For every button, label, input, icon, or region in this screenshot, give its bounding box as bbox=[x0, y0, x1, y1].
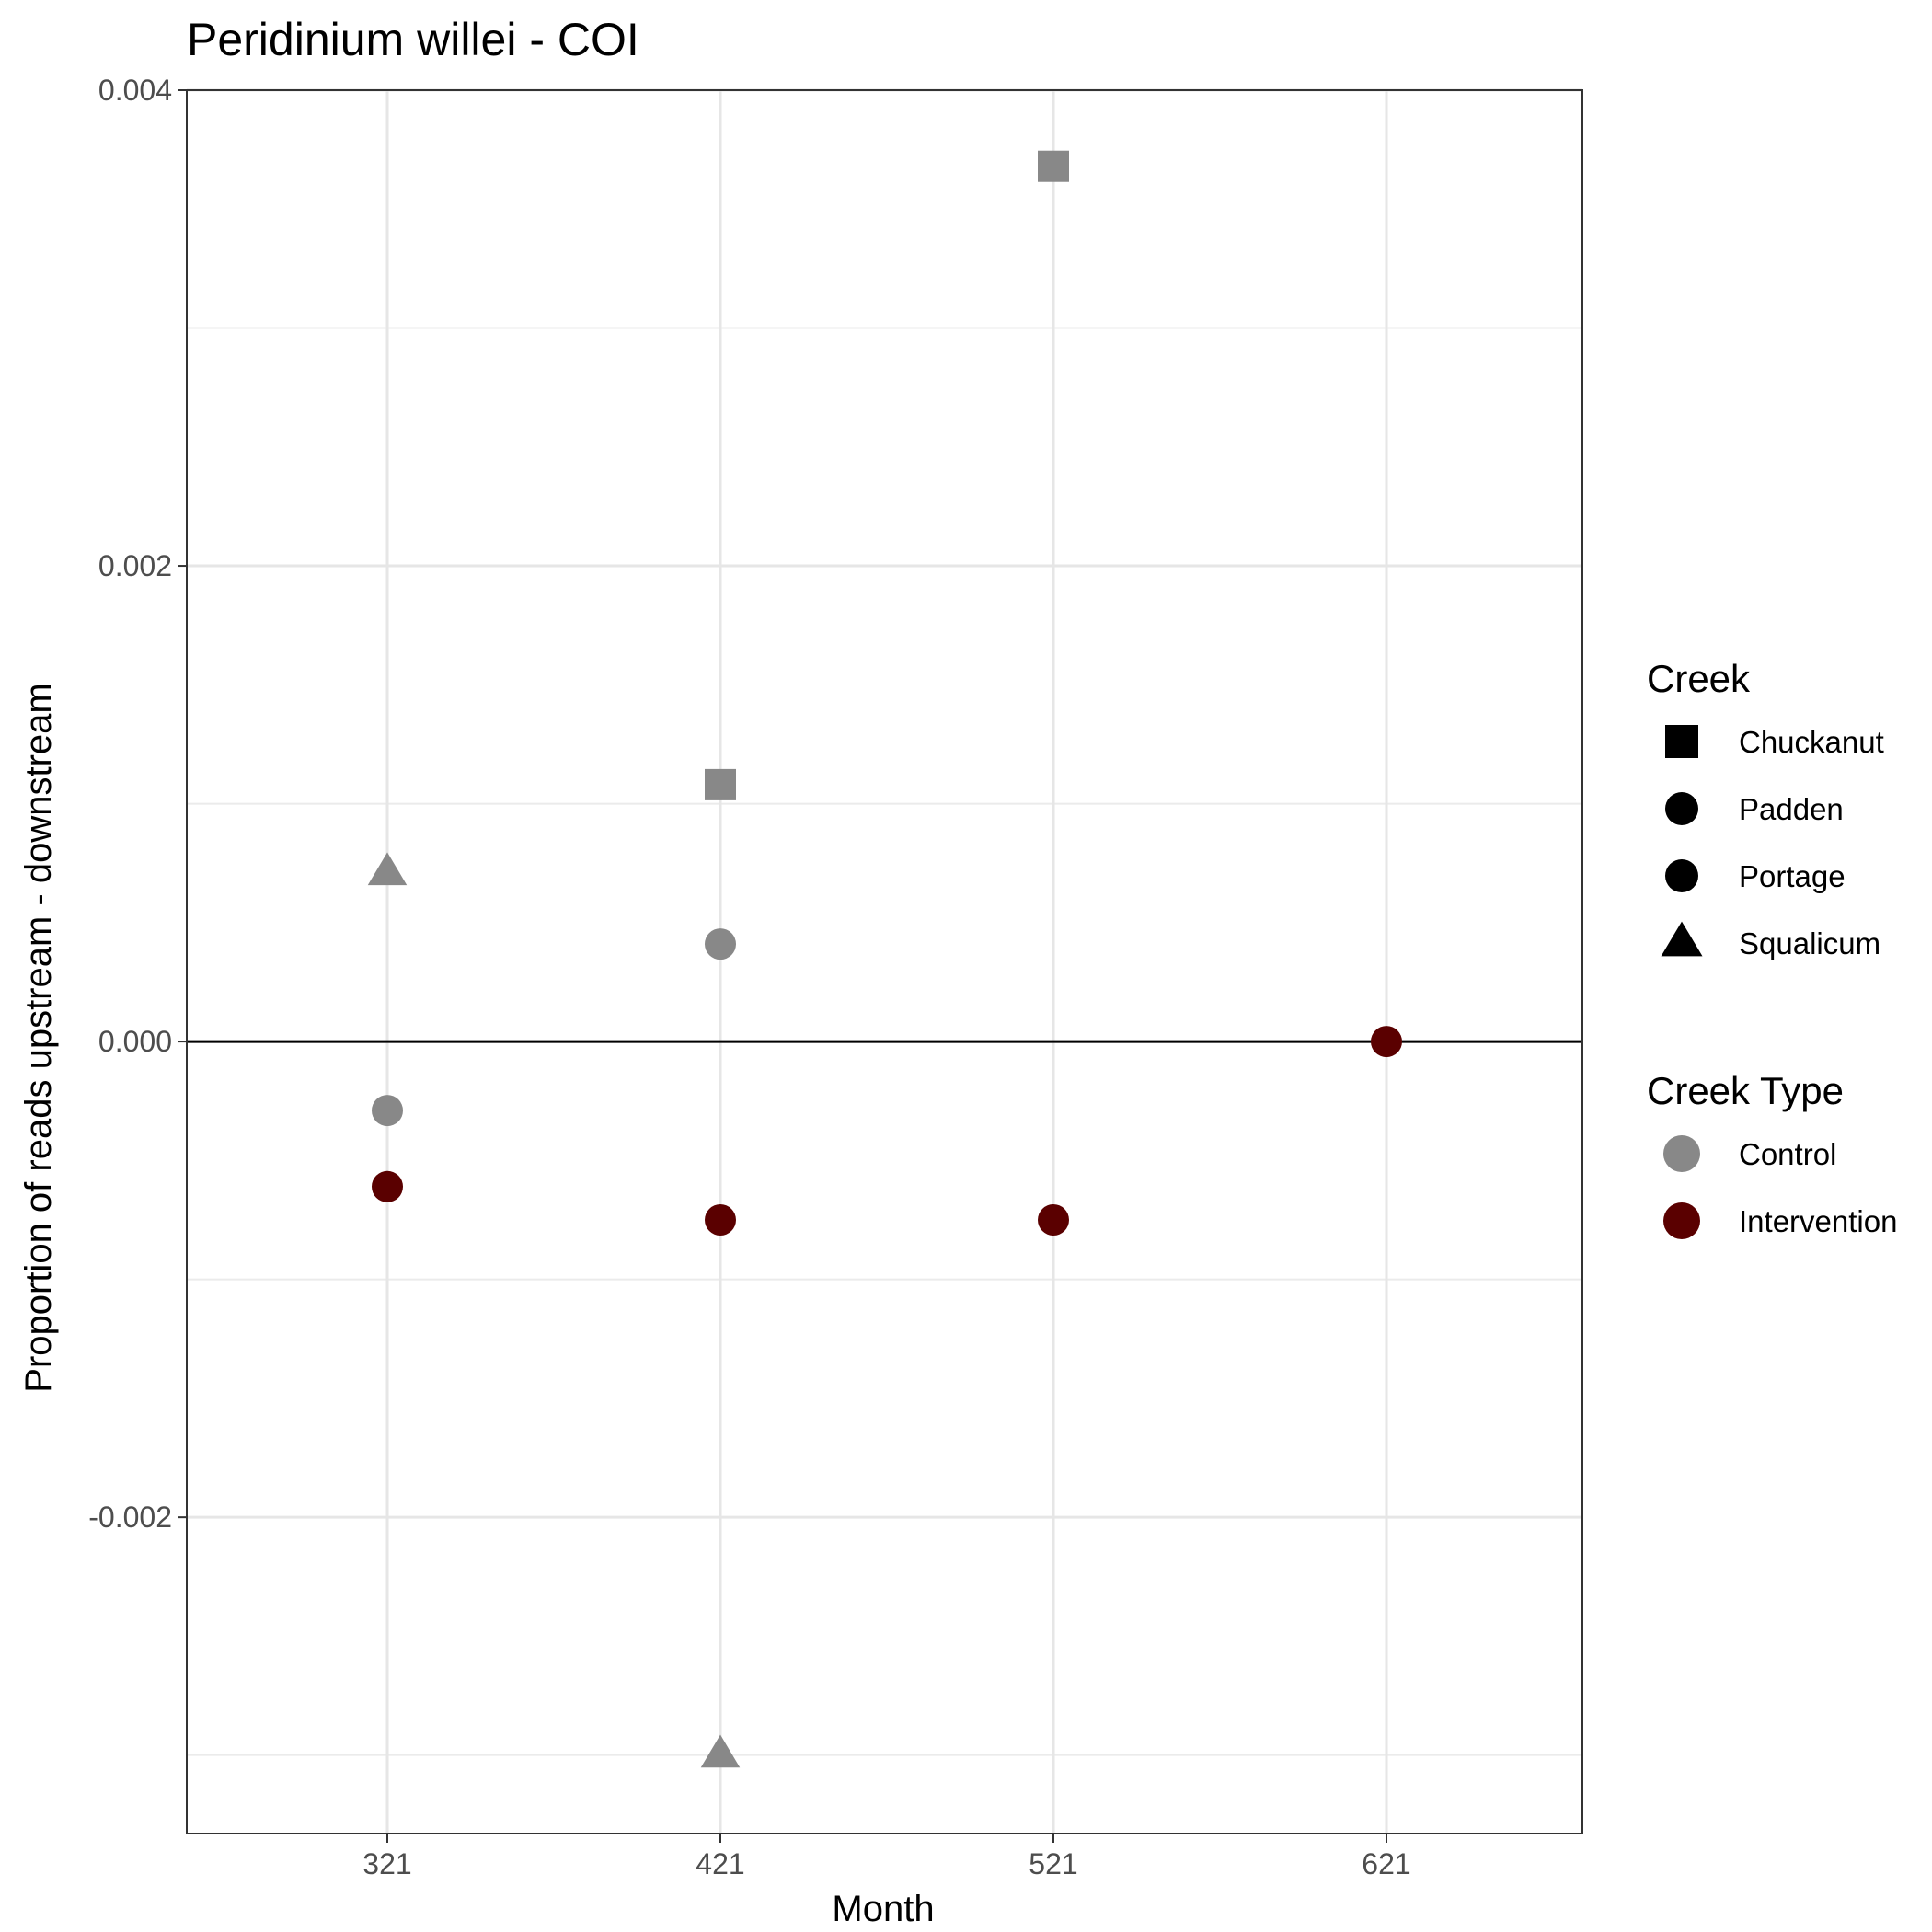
grid-minor bbox=[187, 327, 1582, 1756]
data-point bbox=[705, 768, 736, 800]
x-axis: 321 421 521 621 bbox=[362, 1834, 1411, 1880]
data-point bbox=[705, 1204, 736, 1236]
legend-key bbox=[1665, 859, 1698, 892]
data-points bbox=[367, 150, 1402, 1768]
panel-border bbox=[186, 89, 1583, 1834]
x-tick-label: 321 bbox=[362, 1847, 411, 1880]
data-point bbox=[1038, 150, 1069, 182]
grid-major bbox=[187, 88, 1582, 1834]
legend: Creek Chuckanut Padden Portage Squalicum Cree… bbox=[1647, 657, 1897, 1239]
y-tick-label: 0.004 bbox=[98, 74, 172, 107]
legend-key bbox=[1665, 792, 1698, 825]
data-point bbox=[700, 1734, 741, 1768]
x-tick-label: 521 bbox=[1029, 1847, 1077, 1880]
legend-key bbox=[1665, 725, 1698, 758]
chart-title: Peridinium willei - COI bbox=[187, 14, 639, 65]
x-tick-label: 421 bbox=[696, 1847, 744, 1880]
legend-label: Portage bbox=[1739, 859, 1846, 893]
legend-label: Padden bbox=[1739, 792, 1844, 826]
legend-label: Control bbox=[1739, 1137, 1836, 1171]
data-point bbox=[367, 852, 408, 886]
y-axis-title: Proportion of reads upstream - downstrea… bbox=[18, 683, 59, 1392]
legend-key bbox=[1663, 1135, 1700, 1172]
data-point bbox=[372, 1095, 403, 1127]
data-point bbox=[705, 928, 736, 960]
legend-key bbox=[1661, 921, 1703, 957]
y-tick-label: 0.000 bbox=[98, 1025, 172, 1058]
legend-title: Creek bbox=[1647, 657, 1751, 700]
legend-label: Squalicum bbox=[1739, 926, 1880, 960]
legend-key bbox=[1663, 1202, 1700, 1239]
y-tick-label: -0.002 bbox=[88, 1501, 172, 1534]
data-point bbox=[1371, 1026, 1402, 1058]
data-point bbox=[372, 1170, 403, 1202]
x-tick-label: 621 bbox=[1362, 1847, 1410, 1880]
x-axis-title: Month bbox=[832, 1889, 934, 1929]
y-axis: -0.002 0.000 0.002 0.004 bbox=[88, 74, 187, 1534]
legend-label: Intervention bbox=[1739, 1204, 1897, 1238]
y-tick-label: 0.002 bbox=[98, 549, 172, 582]
data-point bbox=[1038, 1204, 1069, 1236]
legend-title: Creek Type bbox=[1647, 1069, 1844, 1112]
legend-label: Chuckanut bbox=[1739, 725, 1884, 759]
